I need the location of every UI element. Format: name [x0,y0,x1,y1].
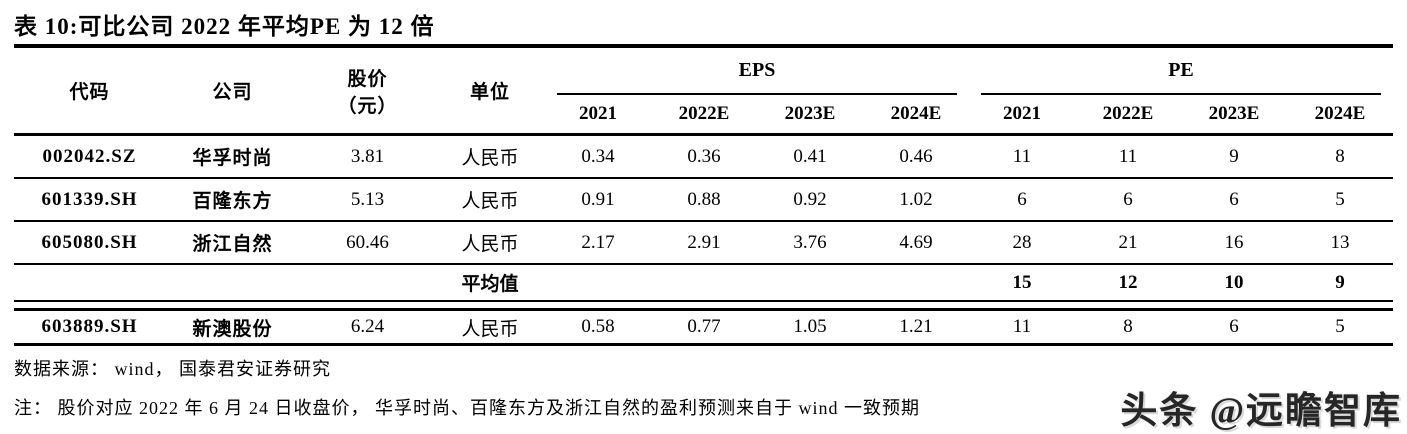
table-row-highlight: 603889.SH 新澳股份 6.24 人民币 0.58 0.77 1.05 1… [14,311,1393,346]
cell-unit: 人民币 [461,234,519,255]
cell-code: 605080.SH [41,231,138,253]
cell-eps-2024e: 0.46 [899,145,933,167]
cell-pe-2024e: 8 [1335,145,1345,167]
cell-code: 601339.SH [41,188,138,210]
eps-year-2022e: 2022E [678,103,730,124]
cell-eps-2022e: 0.77 [687,316,721,337]
col-header-price: 股价 （元） [300,48,435,133]
cell-pe-2021: 11 [1012,145,1032,167]
average-row: 平均值 15 12 10 9 [14,265,1393,302]
eps-year-2024e: 2024E [890,103,942,124]
table-row: 002042.SZ 华孚时尚 3.81 人民币 0.34 0.36 0.41 0… [14,136,1393,179]
cell-code: 603889.SH [41,316,138,337]
cell-eps-2023e: 1.05 [793,316,827,337]
cell-pe-2022e: 11 [1118,145,1138,167]
cell-pe-2023e: 6 [1229,316,1239,337]
cell-pe-2021: 6 [1017,188,1027,210]
pe-year-2021: 2021 [1003,103,1041,124]
table-row: 605080.SH 浙江自然 60.46 人民币 2.17 2.91 3.76 … [14,222,1393,265]
section-divider [14,302,1393,311]
cell-price: 6.24 [350,316,385,337]
col-header-code: 代码 [69,82,110,103]
avg-pe-2022e: 12 [1118,271,1138,293]
cell-eps-2022e: 0.36 [687,145,721,167]
avg-pe-2021: 15 [1012,271,1032,293]
cell-eps-2022e: 0.88 [687,188,721,210]
cell-pe-2024e: 5 [1335,316,1345,337]
cell-company: 新澳股份 [192,318,273,340]
cell-pe-2022e: 6 [1123,188,1133,210]
cell-pe-2024e: 13 [1330,231,1350,253]
cell-pe-2022e: 8 [1123,316,1133,337]
group-header-pe: PE [981,48,1381,95]
cell-eps-2023e: 0.92 [793,188,827,210]
cell-eps-2021: 0.58 [581,316,615,337]
table-title: 表 10:可比公司 2022 年平均PE 为 12 倍 [14,14,435,39]
average-label: 平均值 [461,274,519,295]
group-header-eps: EPS [557,48,957,95]
title-rule [14,44,1393,48]
cell-unit: 人民币 [461,191,519,212]
avg-pe-2023e: 10 [1224,271,1244,293]
table-row: 601339.SH 百隆东方 5.13 人民币 0.91 0.88 0.92 1… [14,179,1393,222]
cell-eps-2024e: 1.21 [899,316,933,337]
eps-year-2021: 2021 [579,103,617,124]
col-header-price-line1: 股价 [347,68,388,90]
cell-pe-2024e: 5 [1335,188,1345,210]
pe-year-2022e: 2022E [1102,103,1154,124]
cell-eps-2021: 0.91 [581,188,615,210]
cell-pe-2022e: 21 [1118,231,1138,253]
col-header-unit: 单位 [469,82,510,103]
cell-unit: 人民币 [461,148,519,169]
cell-eps-2021: 0.34 [581,145,615,167]
col-header-price-line2: （元） [337,95,398,117]
cell-eps-2023e: 0.41 [793,145,827,167]
cell-eps-2022e: 2.91 [687,231,721,253]
cell-price: 60.46 [346,231,389,253]
cell-code: 002042.SZ [42,145,137,167]
cell-eps-2024e: 4.69 [899,231,933,253]
pe-year-2023e: 2023E [1208,103,1260,124]
cell-company: 百隆东方 [192,191,273,212]
avg-pe-2024e: 9 [1335,271,1345,293]
table-header: 代码 公司 股价 （元） 单位 EPS PE 2021 2022E 2023E … [14,48,1393,136]
cell-company: 华孚时尚 [192,148,273,169]
eps-year-2023e: 2023E [784,103,836,124]
data-source-text: 数据来源： wind， 国泰君安证券研究 [14,359,331,379]
cell-pe-2021: 28 [1012,231,1032,253]
cell-pe-2023e: 6 [1229,188,1239,210]
pe-year-2024e: 2024E [1314,103,1366,124]
footnote-text: 注： 股价对应 2022 年 6 月 24 日收盘价， 华孚时尚、百隆东方及浙江… [14,398,920,418]
cell-price: 3.81 [350,145,385,167]
cell-eps-2023e: 3.76 [793,231,827,253]
cell-company: 浙江自然 [192,234,273,255]
cell-eps-2021: 2.17 [581,231,615,253]
watermark-text: 头条 @远瞻智库 [1120,391,1402,432]
cell-price: 5.13 [350,188,385,210]
cell-unit: 人民币 [461,318,519,340]
col-header-company: 公司 [212,82,253,103]
cell-eps-2024e: 1.02 [899,188,933,210]
cell-pe-2023e: 9 [1229,145,1239,167]
cell-pe-2023e: 16 [1224,231,1244,253]
cell-pe-2021: 11 [1012,316,1032,337]
